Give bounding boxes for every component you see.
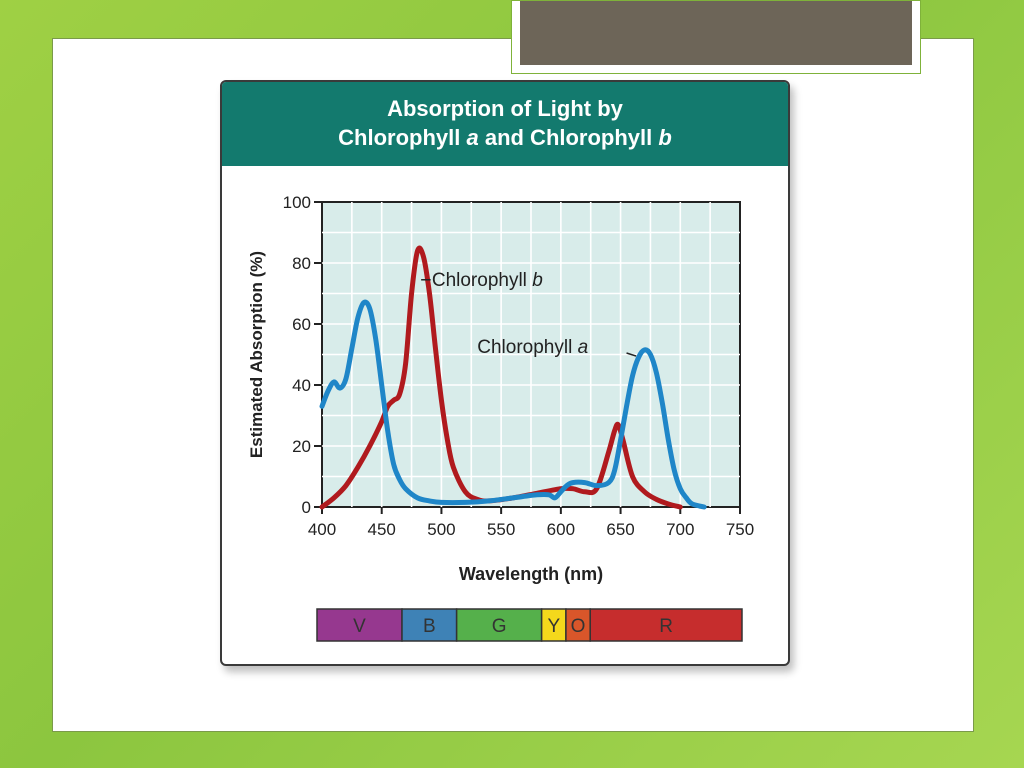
chart-title-part: and Chlorophyll (478, 125, 659, 150)
spectrum-segment-label: Y (547, 616, 560, 637)
x-tick-label: 550 (487, 520, 515, 539)
spectrum-segment (565, 608, 591, 642)
y-tick-label: 20 (292, 437, 311, 456)
x-tick-label: 450 (368, 520, 396, 539)
chart-title-line2: Chlorophyll a and Chlorophyll b (222, 123, 788, 152)
y-tick-label: 40 (292, 376, 311, 395)
series-label: Chlorophyll b (432, 270, 543, 291)
y-tick-label: 0 (302, 498, 311, 517)
y-tick-label: 60 (292, 315, 311, 334)
chart-title-banner: Absorption of Light by Chlorophyll a and… (222, 82, 788, 166)
x-tick-label: 400 (308, 520, 336, 539)
spectrum-segment-label: B (423, 616, 436, 637)
chart-title-part: a (466, 125, 479, 150)
x-axis-label: Wavelength (nm) (459, 564, 603, 584)
title-placeholder-fill (520, 1, 912, 65)
series-labels: Chlorophyll b Chlorophyll a (421, 270, 637, 358)
y-tick-label: 100 (283, 193, 311, 212)
series-line-chlorophyll-b (319, 245, 683, 510)
series-line-chlorophyll-a (319, 299, 707, 510)
chart-title-line1: Absorption of Light by (387, 96, 623, 121)
y-tick-label: 80 (292, 254, 311, 273)
x-tick-label: 650 (606, 520, 634, 539)
spectrum-segment-label: V (353, 616, 366, 637)
series-label: Chlorophyll a (477, 337, 588, 358)
chart-figure: Absorption of Light by Chlorophyll a and… (220, 80, 790, 666)
y-axis-label: Estimated Absorption (%) (247, 251, 266, 458)
chart-svg: 0 20 40 60 80 100 400 450 500 550 600 650 700 750 Ch… (247, 193, 754, 642)
spectrum-segment-label: G (492, 616, 507, 637)
x-tick-label: 700 (666, 520, 694, 539)
y-axis: 0 20 40 60 80 100 (283, 193, 322, 517)
spectrum-segment (589, 608, 743, 642)
spectrum-segment-label: R (659, 616, 673, 637)
slide-title-placeholder[interactable] (511, 0, 921, 74)
spectrum-segment-label: O (571, 616, 586, 637)
series-label-leader (626, 352, 637, 357)
x-tick-label: 600 (547, 520, 575, 539)
series-lines (319, 245, 707, 510)
x-tick-label: 500 (427, 520, 455, 539)
spectrum-segment (401, 608, 458, 642)
x-tick-label: 750 (726, 520, 754, 539)
chart-title-part: Chlorophyll (338, 125, 467, 150)
x-axis: 400 450 500 550 600 650 700 750 (308, 507, 754, 539)
chart-title-part: b (658, 125, 672, 150)
